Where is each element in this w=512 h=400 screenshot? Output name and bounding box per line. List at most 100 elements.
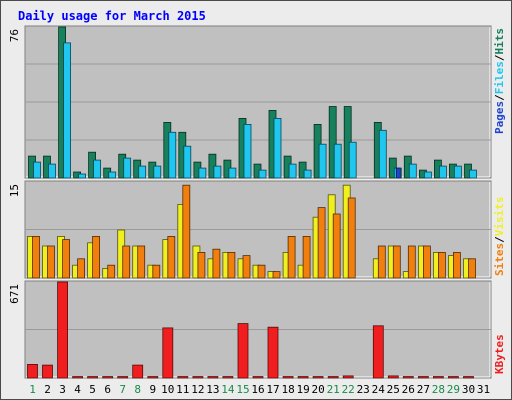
bar-sites-day-16	[257, 264, 266, 279]
bar-files-day-6	[108, 171, 117, 179]
bar-files-day-14	[228, 167, 237, 179]
bar-sites-day-11	[182, 184, 191, 279]
bar-files-day-30	[469, 169, 477, 179]
bar-files-day-7	[123, 157, 132, 179]
bar-kbytes-day-10	[162, 327, 174, 379]
x-tick-label-29: 29	[447, 383, 460, 396]
bar-sites-day-22	[347, 197, 356, 279]
bar-sites-day-24	[377, 245, 386, 279]
bar-kbytes-day-21	[327, 376, 339, 379]
x-tick-label-31: 31	[477, 383, 490, 396]
bar-sites-day-25	[392, 245, 401, 279]
legend-visits-sites: Sites/Visits	[493, 197, 506, 277]
bar-files-day-22	[348, 141, 357, 179]
bar-kbytes-day-27	[417, 376, 429, 379]
bar-kbytes-day-29	[447, 376, 459, 379]
bar-kbytes-day-1	[27, 363, 38, 379]
bar-kbytes-day-30	[463, 376, 474, 379]
x-tick-label-12: 12	[191, 383, 204, 396]
bar-sites-day-8	[137, 245, 146, 279]
bar-sites-day-5	[92, 235, 100, 279]
bar-sites-day-28	[437, 251, 446, 279]
bar-files-day-12	[198, 167, 207, 179]
legend-files: Files	[493, 61, 506, 94]
bar-sites-day-13	[212, 248, 221, 279]
bar-sites-day-21	[332, 213, 341, 279]
bar-kbytes-day-16	[252, 376, 264, 379]
legend-visits: Visits	[493, 197, 506, 237]
bar-kbytes-day-26	[402, 376, 414, 379]
bar-kbytes-day-22	[342, 375, 354, 379]
x-tick-label-10: 10	[161, 383, 174, 396]
legend-separator: /	[493, 54, 506, 61]
x-tick-label-2: 2	[44, 383, 51, 396]
bar-sites-day-2	[47, 245, 55, 279]
bar-sites-day-3	[62, 239, 70, 279]
x-tick-label-28: 28	[432, 383, 445, 396]
bar-pages-day-25	[395, 167, 401, 179]
x-tick-label-5: 5	[89, 383, 96, 396]
bar-files-day-18	[288, 163, 297, 179]
y-max-label: 76	[8, 29, 21, 42]
bar-files-day-17	[273, 118, 282, 179]
legend-kbytes: KBytes	[493, 334, 506, 374]
bar-files-day-13	[213, 165, 222, 179]
x-tick-label-18: 18	[281, 383, 294, 396]
x-tick-label-20: 20	[311, 383, 324, 396]
legend-separator: /	[493, 94, 506, 101]
x-tick-label-3: 3	[59, 383, 66, 396]
x-tick-label-14: 14	[221, 383, 235, 396]
x-tick-label-25: 25	[387, 383, 400, 396]
bar-kbytes-day-12	[192, 376, 204, 379]
bar-kbytes-day-15	[237, 323, 249, 379]
legend-hits: Hits	[493, 28, 506, 55]
bar-kbytes-day-20	[312, 376, 324, 379]
bar-sites-day-6	[107, 264, 116, 279]
x-tick-label-17: 17	[266, 383, 279, 396]
bar-kbytes-day-6	[102, 376, 114, 379]
bar-kbytes-day-2	[42, 364, 53, 379]
bar-kbytes-day-4	[72, 376, 83, 379]
x-tick-label-16: 16	[251, 383, 264, 396]
x-tick-label-21: 21	[327, 383, 340, 396]
bar-kbytes-day-3	[57, 281, 68, 379]
bar-sites-day-12	[197, 251, 206, 279]
x-tick-label-11: 11	[176, 383, 189, 396]
bar-files-day-9	[153, 165, 162, 179]
bar-hits-day-21	[328, 106, 337, 179]
legend-hits-files-pages: Pages/Files/Hits	[493, 28, 506, 134]
bar-sites-day-27	[422, 245, 431, 279]
bar-sites-day-29	[452, 251, 461, 279]
bar-kbytes-day-13	[207, 376, 219, 379]
bar-sites-day-9	[152, 264, 161, 279]
x-tick-label-19: 19	[296, 383, 309, 396]
bar-files-day-15	[243, 124, 252, 179]
bar-kbytes-day-24	[372, 325, 384, 379]
panel-visits-sites: 15 Sites/Visits	[8, 180, 506, 279]
legend-text: KBytes	[493, 334, 506, 374]
bar-files-day-8	[138, 165, 147, 179]
bar-sites-day-18	[287, 235, 296, 279]
bar-files-day-10	[168, 131, 177, 179]
x-tick-label-24: 24	[372, 383, 386, 396]
legend-text: Sites/Visits	[493, 197, 506, 277]
bar-files-day-20	[318, 143, 327, 179]
x-tick-label-1: 1	[29, 383, 36, 396]
bar-sites-day-10	[167, 235, 176, 279]
x-tick-label-6: 6	[104, 383, 111, 396]
y-max-label: 15	[8, 184, 21, 197]
bar-sites-day-26	[407, 245, 416, 279]
x-tick-label-13: 13	[206, 383, 219, 396]
x-axis-labels: 1 2 3 4 5 6 7 8 9 10 11 12 13 14 15 16 17 18 19 20 21 22 23 24 2…	[29, 383, 490, 396]
bar-sites-day-30	[468, 258, 476, 279]
bar-kbytes-day-11	[177, 376, 189, 379]
chart-title: Daily usage for March 2015	[18, 9, 206, 23]
bar-kbytes-day-5	[87, 376, 98, 379]
legend-pages: Pages	[493, 101, 506, 134]
bar-files-day-21	[333, 143, 342, 179]
bar-sites-day-7	[122, 245, 131, 279]
x-tick-label-15: 15	[236, 383, 249, 396]
bar-sites-day-1	[32, 235, 40, 279]
